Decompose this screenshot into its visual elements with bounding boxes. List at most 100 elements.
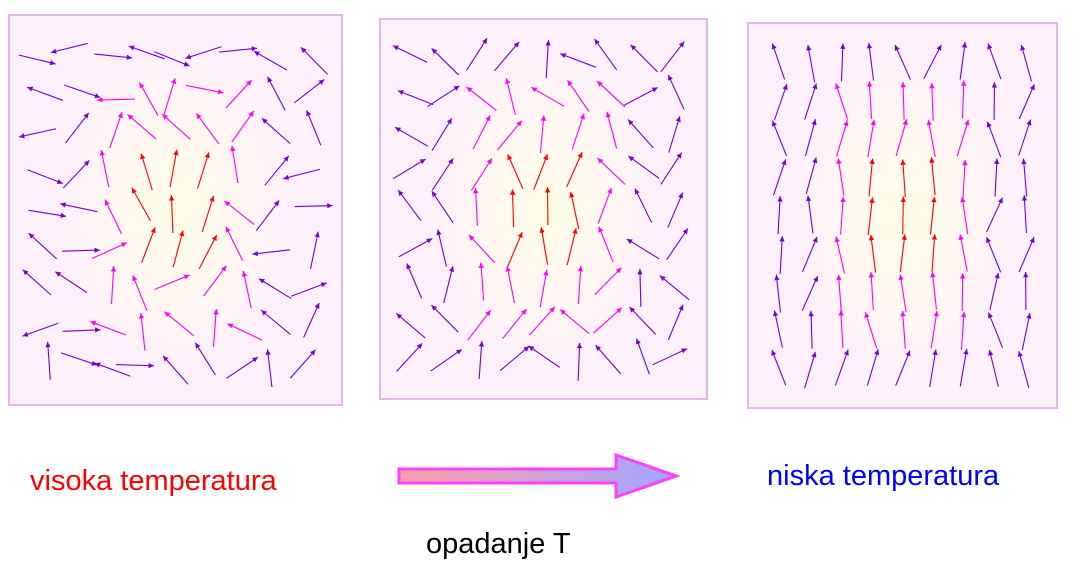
spin-arrow <box>28 209 67 219</box>
spin-arrow <box>836 120 849 157</box>
spin-arrow <box>801 275 819 311</box>
spin-arrow <box>627 155 660 179</box>
spin-arrow <box>90 321 126 336</box>
spin-arrow <box>499 345 530 372</box>
spin-arrow <box>900 81 906 120</box>
spin-arrow <box>777 196 783 235</box>
spin-arrow <box>261 117 291 145</box>
spin-arrow <box>472 114 491 150</box>
spin-arrow <box>958 234 968 272</box>
spin-arrow <box>94 362 131 377</box>
spin-arrow <box>264 155 290 186</box>
spin-arrow <box>45 341 51 380</box>
spin-arrow <box>65 112 90 144</box>
spin-arrow <box>634 188 653 223</box>
spin-arrow <box>571 113 585 150</box>
spin-arrow <box>804 119 817 157</box>
spin-arrow <box>203 265 227 297</box>
spin-arrow <box>22 322 59 337</box>
spin-arrow <box>96 97 136 103</box>
spin-arrow <box>802 236 818 273</box>
spin-arrow <box>92 242 128 259</box>
spin-arrow <box>131 187 151 222</box>
spin-arrow <box>771 43 786 80</box>
spin-arrow <box>629 306 657 335</box>
spin-arrow <box>929 349 938 388</box>
spin-arrow <box>836 274 842 313</box>
spin-arrow <box>252 249 291 257</box>
panel-high-temperature <box>8 14 343 406</box>
spin-arrow <box>539 269 549 308</box>
spin-arrow <box>569 191 580 230</box>
spin-arrow <box>219 46 258 53</box>
spin-arrow <box>473 187 479 226</box>
spin-arrow <box>494 41 520 72</box>
spin-arrow <box>18 54 56 66</box>
spin-arrow <box>567 79 590 112</box>
spin-arrow <box>960 273 966 312</box>
spin-arrow <box>60 202 98 213</box>
high-temperature-label: visoka temperatura <box>30 465 277 497</box>
spin-arrow <box>303 302 320 338</box>
spin-arrow <box>868 234 877 273</box>
spin-arrow <box>626 238 660 260</box>
low-temperature-label: niska temperatura <box>767 460 1000 492</box>
spin-arrow <box>466 86 497 111</box>
spin-arrow <box>478 340 485 379</box>
spin-arrow <box>930 310 939 349</box>
spin-arrow <box>668 116 681 153</box>
spin-arrow <box>867 197 875 236</box>
spin-arrow <box>506 231 523 268</box>
spin-arrow <box>559 309 590 335</box>
spin-arrow <box>132 275 148 311</box>
spin-arrow <box>838 310 844 349</box>
spin-arrow <box>294 79 325 104</box>
spin-arrow <box>923 44 942 79</box>
spin-arrow <box>866 81 873 120</box>
spin-arrow <box>773 310 783 348</box>
spin-arrow <box>162 355 189 385</box>
spin-arrow <box>598 226 614 263</box>
spin-arrow <box>1021 158 1028 197</box>
spin-arrow <box>594 267 622 296</box>
spin-arrow <box>212 308 219 347</box>
spin-arrow <box>666 228 689 261</box>
spin-arrow <box>62 159 90 189</box>
spin-arrow <box>140 153 153 191</box>
spin-arrow <box>1021 312 1032 351</box>
spin-arrow <box>994 158 1000 197</box>
spin-arrow <box>840 196 846 235</box>
spin-arrow <box>623 86 659 106</box>
spin-arrow <box>61 247 100 253</box>
spin-arrow <box>50 42 88 54</box>
spin-arrow <box>138 82 159 116</box>
spin-arrow <box>900 196 906 235</box>
spin-arrow <box>1017 350 1030 388</box>
spin-arrow <box>866 42 875 81</box>
spin-arrow <box>597 157 626 185</box>
spin-arrow <box>593 307 623 334</box>
spin-arrow <box>864 312 878 349</box>
spin-arrow <box>443 266 455 304</box>
spin-arrow <box>834 349 849 386</box>
spin-arrow <box>396 342 423 372</box>
spin-arrow <box>667 74 685 110</box>
spin-arrow <box>260 309 291 335</box>
spin-arrow <box>310 231 320 270</box>
spin-arrow <box>94 53 133 60</box>
spin-arrow <box>161 113 191 140</box>
spin-field-intermediate <box>381 20 706 398</box>
spin-arrow <box>225 226 244 262</box>
spin-arrow <box>1018 83 1035 120</box>
spin-arrow <box>1020 44 1033 82</box>
decreasing-temperature-arrow-icon <box>397 452 680 500</box>
spin-arrow <box>431 190 454 223</box>
spin-arrow <box>163 77 177 115</box>
spin-arrow <box>398 238 433 258</box>
spin-arrow <box>430 348 463 372</box>
spin-arrow <box>258 278 292 300</box>
spin-arrow <box>808 310 814 349</box>
spin-arrow <box>835 83 849 120</box>
spin-arrow <box>962 159 968 198</box>
spin-arrow <box>576 342 583 381</box>
